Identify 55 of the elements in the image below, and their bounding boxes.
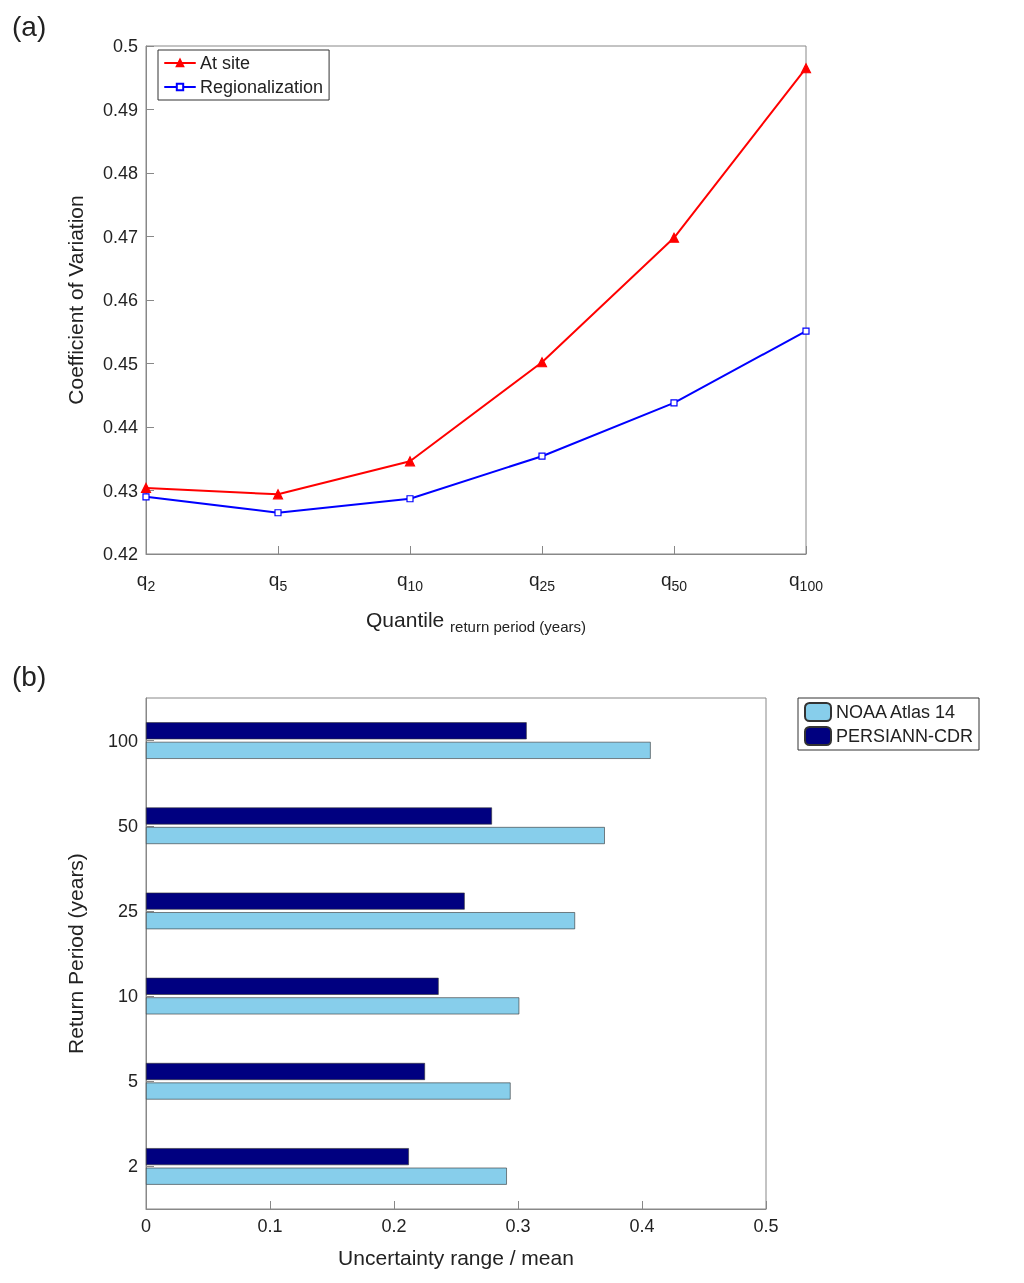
y-tick-label: 5 (127, 1071, 138, 1092)
x-tick-label: 0.2 (381, 1216, 407, 1236)
bar (146, 892, 465, 910)
y-tick-label: 0.46 (102, 290, 138, 310)
point (272, 489, 284, 500)
y-tick-label: 0.45 (102, 353, 138, 374)
x-tick-label: 0.3 (505, 1216, 531, 1236)
point (274, 509, 282, 517)
legend-label: At site (200, 53, 251, 73)
y-tick-label: 0.43 (102, 480, 138, 501)
y-tick-label: 2 (127, 1156, 138, 1177)
bar (146, 912, 576, 930)
text: (b) (12, 660, 47, 692)
x-tick-label: 0.1 (257, 1216, 283, 1236)
y-tick-label: 0.48 (102, 163, 138, 183)
y-tick-label: 100 (107, 730, 138, 751)
text: (a) (12, 10, 47, 42)
point (406, 495, 414, 503)
point (404, 456, 416, 467)
point (668, 232, 680, 243)
bar (146, 722, 527, 740)
point (800, 63, 812, 74)
legend-label: NOAA Atlas 14 (836, 702, 956, 722)
y-tick-label: 0.47 (102, 226, 138, 247)
x-tick-label: 0.5 (753, 1216, 779, 1236)
x-axis-title: Quantile return period (years) (366, 607, 586, 635)
bar (146, 1082, 511, 1100)
y-tick-label: 0.49 (102, 99, 138, 120)
legend-label: PERSIANN-CDR (836, 726, 974, 746)
y-tick-label: 0.44 (102, 417, 138, 437)
y-axis-title: Return Period (years) (64, 853, 87, 1054)
point (802, 327, 810, 335)
y-tick-label: 0.42 (102, 544, 138, 564)
x-tick-label: 0 (140, 1216, 152, 1236)
y-tick-label: 0.5 (112, 36, 138, 56)
y-tick-label: 10 (117, 986, 138, 1007)
bar (146, 977, 439, 995)
point (536, 357, 548, 368)
point (142, 493, 150, 501)
bar (146, 807, 492, 825)
bar (146, 741, 651, 759)
point (538, 452, 546, 460)
y-tick-label: 50 (117, 815, 138, 836)
bar (146, 1148, 409, 1166)
bar (146, 1062, 425, 1080)
bar (146, 997, 520, 1015)
x-tick-label: 0.4 (629, 1216, 655, 1236)
legend-label: Regionalization (200, 77, 324, 97)
point (670, 399, 678, 407)
bar (146, 827, 605, 845)
point (140, 482, 152, 494)
y-tick-label: 25 (117, 900, 138, 921)
y-axis-title: Coefficient of Variation (64, 195, 87, 405)
bar (146, 1167, 507, 1185)
x-axis-title: Uncertainty range / mean (338, 1246, 574, 1269)
